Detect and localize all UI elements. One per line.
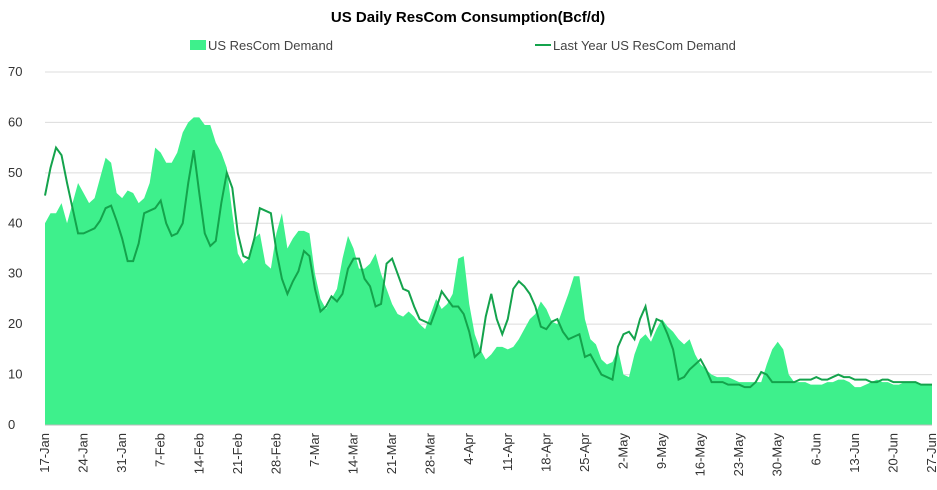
- chart-title: US Daily ResCom Consumption(Bcf/d): [331, 9, 605, 26]
- x-tick-label: 23-May: [731, 433, 746, 477]
- y-tick-label: 30: [8, 266, 22, 281]
- x-tick-label: 2-May: [615, 433, 630, 470]
- x-tick-label: 17-Jan: [37, 433, 52, 473]
- x-tick-label: 25-Apr: [577, 432, 592, 472]
- x-tick-label: 18-Apr: [538, 432, 553, 472]
- legend-swatch: [190, 40, 206, 50]
- last-year-line: [44, 145, 932, 389]
- x-tick-label: 7-Feb: [153, 433, 168, 467]
- x-tick-label: 9-May: [654, 433, 669, 470]
- x-tick-label: 6-Jun: [808, 433, 823, 466]
- x-tick-label: 14-Mar: [346, 432, 361, 474]
- x-tick-label: 24-Jan: [76, 433, 91, 473]
- y-tick-label: 0: [8, 417, 15, 432]
- x-tick-label: 28-Feb: [268, 433, 283, 474]
- x-tick-label: 4-Apr: [461, 432, 476, 464]
- x-tick-label: 31-Jan: [114, 433, 129, 473]
- x-tick-label: 11-Apr: [500, 432, 515, 471]
- x-tick-label: 21-Mar: [384, 432, 399, 474]
- x-tick-label: 14-Feb: [191, 433, 206, 474]
- x-tick-label: 30-May: [770, 433, 785, 477]
- x-tick-label: 27-Jun: [924, 433, 937, 473]
- legend-label: US ResCom Demand: [208, 38, 333, 53]
- demand-area: [45, 117, 932, 425]
- y-tick-label: 50: [8, 165, 22, 180]
- x-tick-label: 7-Mar: [307, 432, 322, 467]
- y-tick-label: 10: [8, 367, 22, 382]
- x-tick-label: 21-Feb: [230, 433, 245, 474]
- y-tick-label: 20: [8, 316, 22, 331]
- y-tick-label: 40: [8, 215, 22, 230]
- x-tick-label: 16-May: [693, 433, 708, 477]
- y-tick-label: 70: [8, 64, 22, 79]
- x-tick-label: 20-Jun: [885, 433, 900, 473]
- x-tick-label: 28-Mar: [423, 432, 438, 474]
- x-tick-label: 13-Jun: [847, 433, 862, 473]
- legend-label: Last Year US ResCom Demand: [553, 38, 736, 53]
- y-tick-label: 60: [8, 114, 22, 129]
